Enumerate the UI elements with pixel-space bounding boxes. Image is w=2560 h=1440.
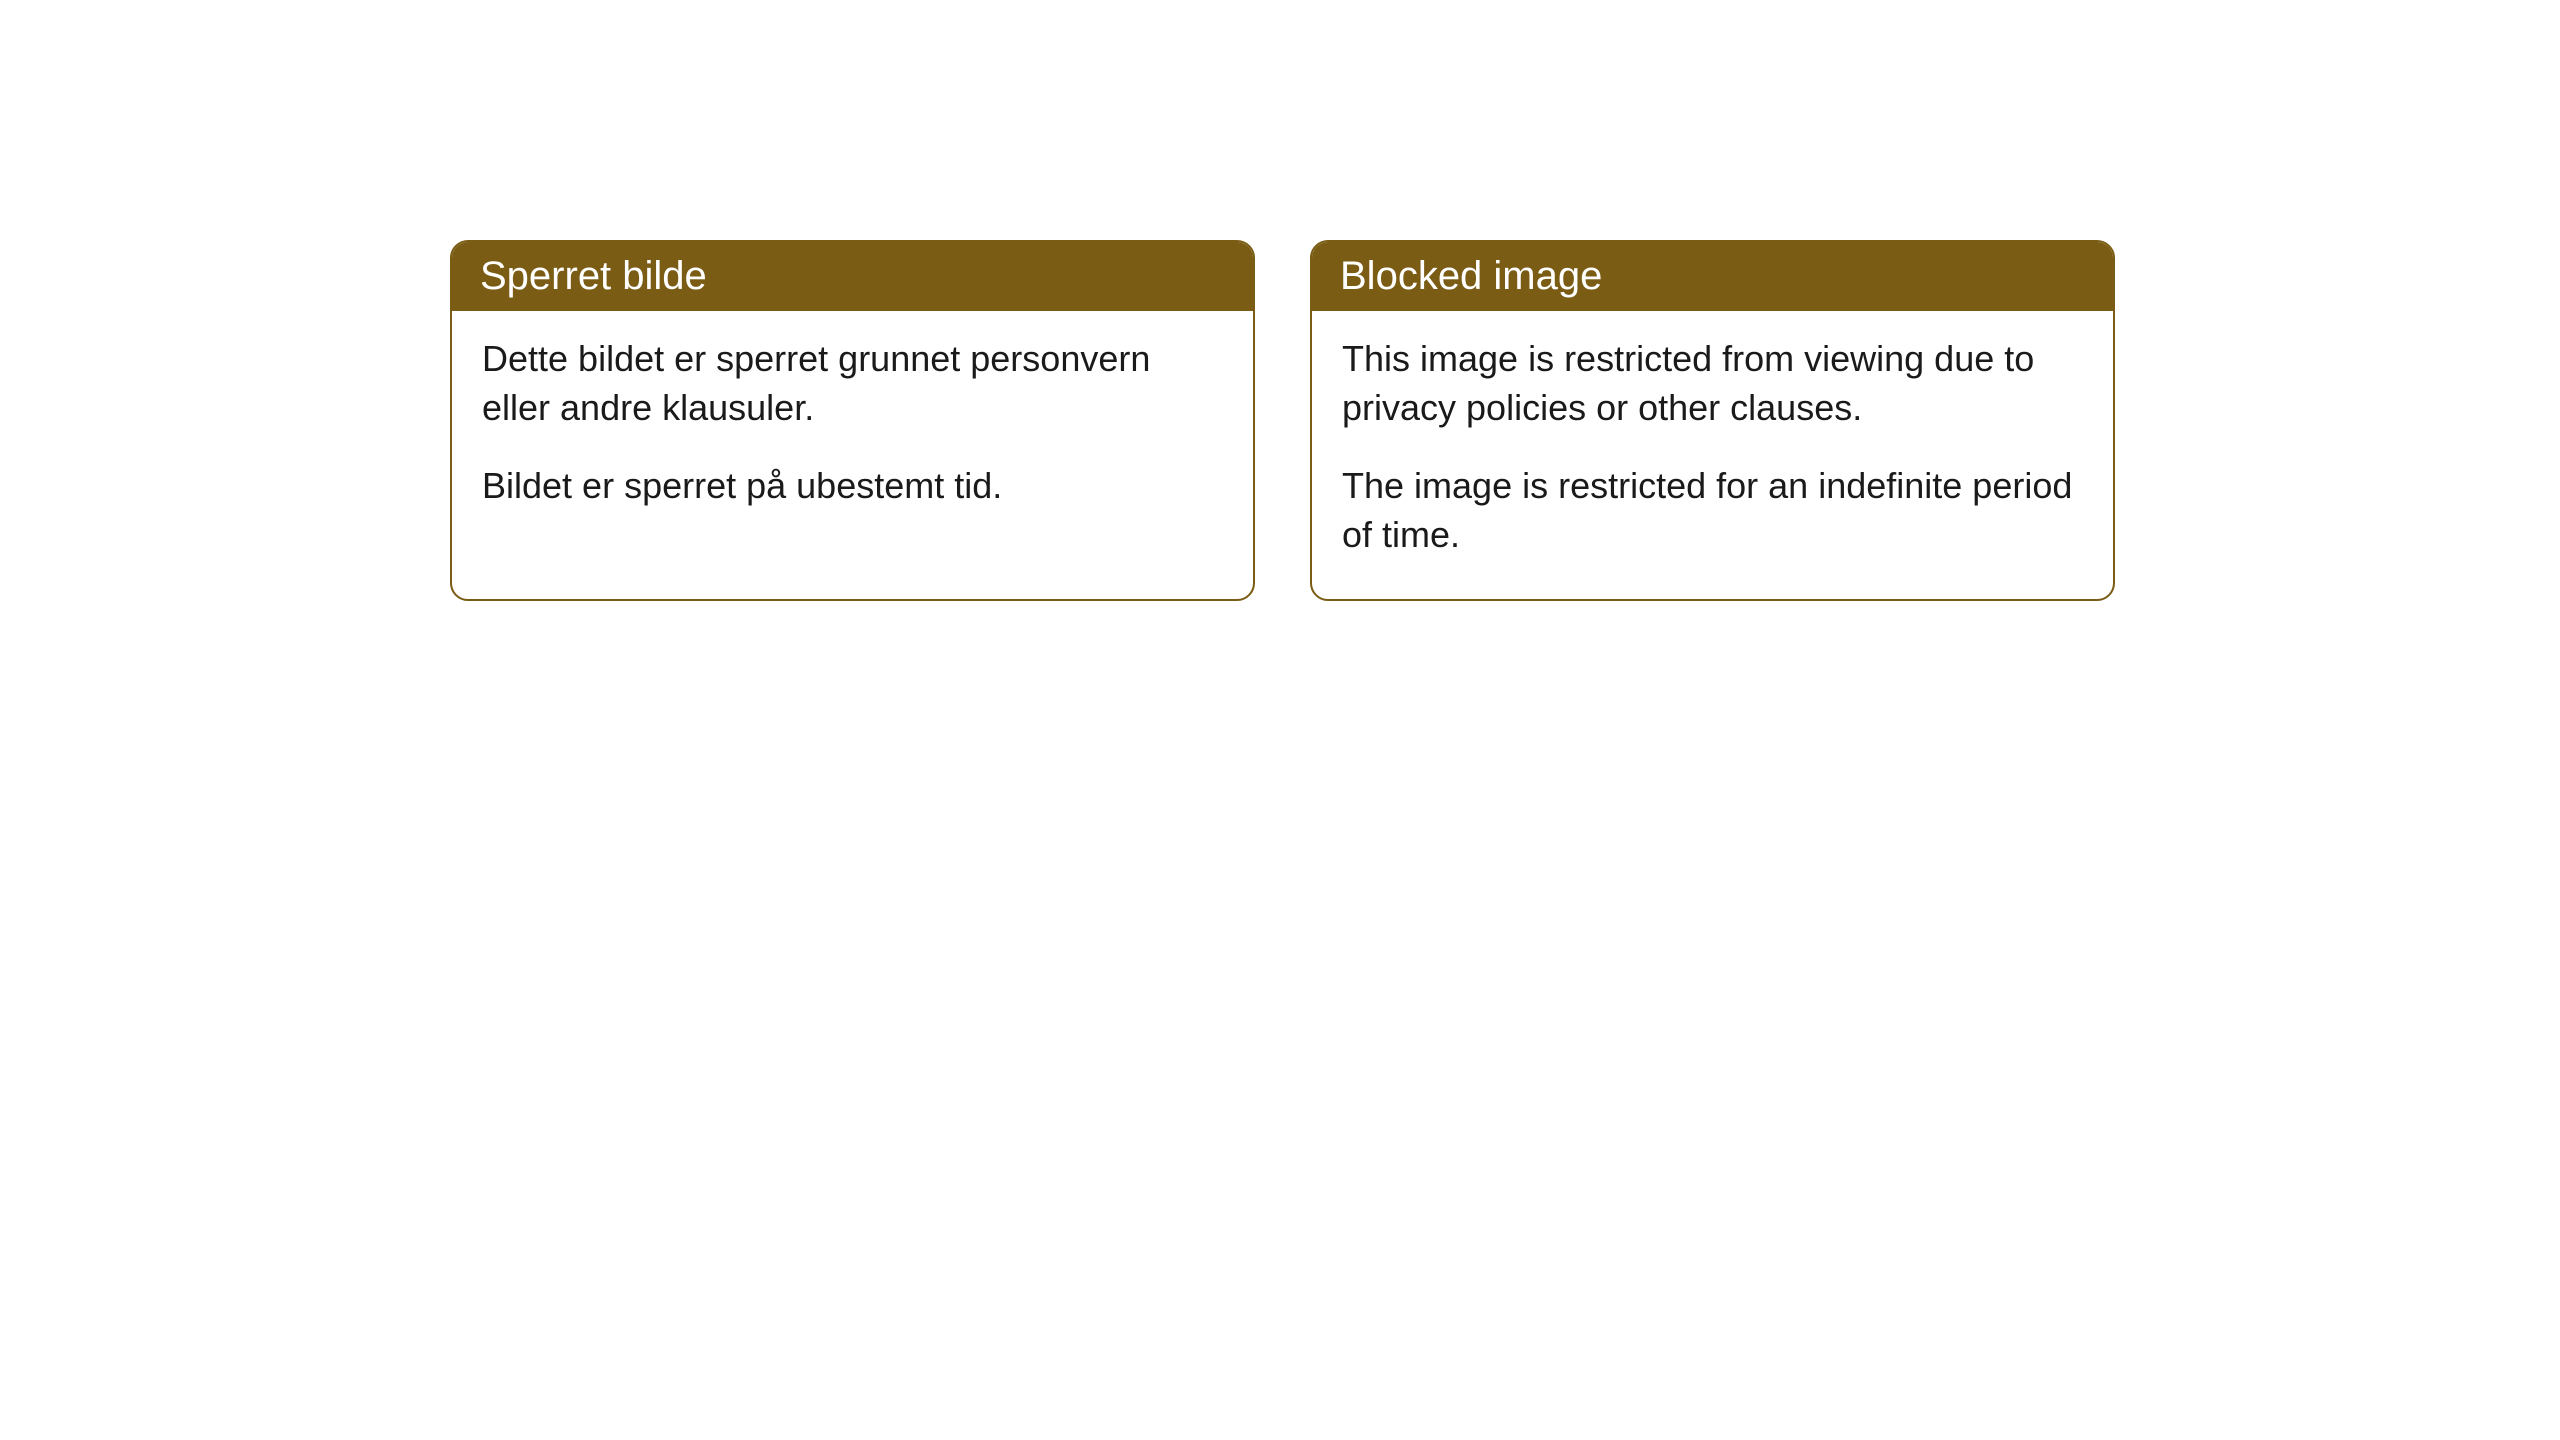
card-paragraph: Dette bildet er sperret grunnet personve… bbox=[482, 335, 1223, 432]
card-header: Sperret bilde bbox=[452, 242, 1253, 311]
card-header: Blocked image bbox=[1312, 242, 2113, 311]
card-body: Dette bildet er sperret grunnet personve… bbox=[452, 311, 1253, 551]
card-title: Blocked image bbox=[1340, 254, 1602, 298]
notice-container: Sperret bilde Dette bildet er sperret gr… bbox=[450, 240, 2115, 601]
notice-card-english: Blocked image This image is restricted f… bbox=[1310, 240, 2115, 601]
notice-card-norwegian: Sperret bilde Dette bildet er sperret gr… bbox=[450, 240, 1255, 601]
card-title: Sperret bilde bbox=[480, 254, 707, 298]
card-body: This image is restricted from viewing du… bbox=[1312, 311, 2113, 599]
card-paragraph: Bildet er sperret på ubestemt tid. bbox=[482, 462, 1223, 511]
card-paragraph: The image is restricted for an indefinit… bbox=[1342, 462, 2083, 559]
card-paragraph: This image is restricted from viewing du… bbox=[1342, 335, 2083, 432]
